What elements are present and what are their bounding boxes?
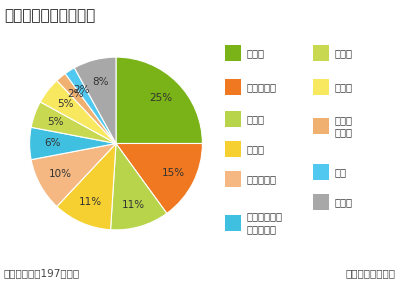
Text: パン類: パン類 [246,144,264,154]
Bar [225,45,241,61]
Bar [225,141,241,157]
Text: 6%: 6% [44,139,60,148]
Text: 清涼飲料水: 清涼飲料水 [246,82,276,92]
Wedge shape [65,68,116,144]
Text: 11%: 11% [122,200,146,210]
Text: 出典：農林水産省: 出典：農林水産省 [346,268,396,278]
Text: 10%: 10% [48,169,72,179]
Wedge shape [116,144,202,214]
Bar [225,171,241,187]
Text: 調味料: 調味料 [334,82,352,92]
Text: 小口業務用: 小口業務用 [246,174,276,184]
Wedge shape [31,102,116,144]
Bar [313,79,329,95]
Text: 砂糖の用途別消費動向: 砂糖の用途別消費動向 [4,9,95,24]
Bar [225,111,241,127]
Bar [313,194,329,210]
Wedge shape [30,127,116,160]
Wedge shape [57,73,116,144]
Text: 5%: 5% [48,117,64,127]
Bar [313,164,329,180]
Text: 2%: 2% [67,89,84,99]
Text: 缶詰・
ジャム: 缶詰・ ジャム [334,115,352,137]
Text: 家庭用: 家庭用 [246,115,264,124]
Text: 5%: 5% [57,99,74,109]
Text: 25%: 25% [150,93,173,103]
Text: 総消費量：約197万トン: 総消費量：約197万トン [4,268,80,278]
Bar [313,45,329,61]
Text: 8%: 8% [92,77,108,87]
Text: その他: その他 [334,197,352,207]
Wedge shape [116,57,202,144]
Text: 2%: 2% [74,84,90,94]
Bar [225,215,241,231]
Text: 15%: 15% [162,168,184,178]
Bar [313,118,329,134]
Bar [225,79,241,95]
Wedge shape [110,144,167,230]
Text: 漬物・佃煮・
練り製品等: 漬物・佃煮・ 練り製品等 [246,212,282,234]
Wedge shape [74,57,116,144]
Wedge shape [31,144,116,206]
Wedge shape [40,81,116,144]
Text: 酒類: 酒類 [334,167,346,177]
Text: 菓子類: 菓子類 [246,48,264,58]
Text: 乳製品: 乳製品 [334,48,352,58]
Wedge shape [57,144,116,230]
Text: 11%: 11% [79,197,102,207]
